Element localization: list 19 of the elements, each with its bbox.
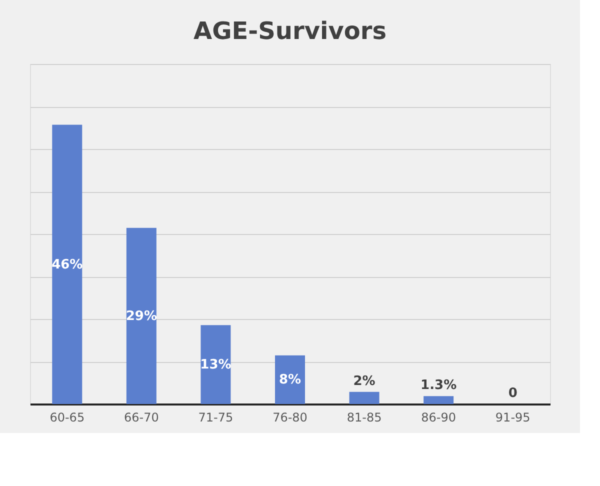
data-label: 1.3% xyxy=(420,378,457,394)
x-tick-label: 60-65 xyxy=(50,410,85,424)
x-tick-label: 66-70 xyxy=(124,410,159,424)
bar xyxy=(275,355,305,404)
data-label: 8% xyxy=(278,372,302,388)
data-label: 2% xyxy=(353,374,376,389)
x-tick-label: 71-75 xyxy=(198,410,234,424)
data-label: 0 xyxy=(508,386,518,401)
bar xyxy=(200,325,231,404)
bar xyxy=(349,392,380,404)
x-tick-label: 86-90 xyxy=(421,410,456,424)
chart-title: AGE-Survivors xyxy=(194,17,386,45)
bar xyxy=(52,124,82,404)
data-label: 13% xyxy=(200,358,232,373)
x-tick-label: 91-95 xyxy=(495,410,530,424)
x-tick-label: 76-80 xyxy=(272,410,308,424)
bar xyxy=(424,396,454,404)
x-tick-label: 81-85 xyxy=(346,410,382,424)
bar xyxy=(126,228,156,404)
